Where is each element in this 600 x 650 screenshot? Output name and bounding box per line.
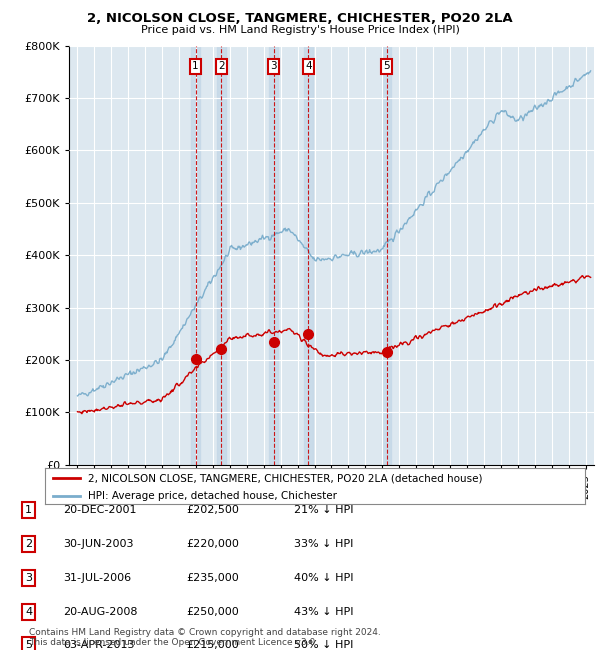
Text: 1: 1 [25, 505, 32, 515]
Text: 5: 5 [25, 640, 32, 650]
Bar [269, 46, 278, 465]
Text: £215,000: £215,000 [186, 640, 239, 650]
Text: 2: 2 [25, 539, 32, 549]
Text: 3: 3 [270, 62, 277, 72]
Text: £235,000: £235,000 [186, 573, 239, 583]
Text: 1: 1 [192, 62, 199, 72]
Text: 5: 5 [383, 62, 390, 72]
Text: £202,500: £202,500 [186, 505, 239, 515]
Text: 30-JUN-2003: 30-JUN-2003 [63, 539, 133, 549]
Text: £250,000: £250,000 [186, 606, 239, 617]
Text: 03-APR-2013: 03-APR-2013 [63, 640, 134, 650]
Text: 2, NICOLSON CLOSE, TANGMERE, CHICHESTER, PO20 2LA (detached house): 2, NICOLSON CLOSE, TANGMERE, CHICHESTER,… [88, 473, 482, 483]
Text: 20-DEC-2001: 20-DEC-2001 [63, 505, 137, 515]
Bar [304, 46, 313, 465]
Text: £220,000: £220,000 [186, 539, 239, 549]
Text: 4: 4 [305, 62, 312, 72]
Text: 2: 2 [218, 62, 225, 72]
Bar [191, 46, 200, 465]
Text: Contains HM Land Registry data © Crown copyright and database right 2024.
This d: Contains HM Land Registry data © Crown c… [29, 628, 380, 647]
Text: 50% ↓ HPI: 50% ↓ HPI [294, 640, 353, 650]
Text: HPI: Average price, detached house, Chichester: HPI: Average price, detached house, Chic… [88, 491, 337, 501]
Text: 4: 4 [25, 606, 32, 617]
Text: Price paid vs. HM Land Registry's House Price Index (HPI): Price paid vs. HM Land Registry's House … [140, 25, 460, 34]
Text: 43% ↓ HPI: 43% ↓ HPI [294, 606, 353, 617]
Text: 21% ↓ HPI: 21% ↓ HPI [294, 505, 353, 515]
Text: 20-AUG-2008: 20-AUG-2008 [63, 606, 137, 617]
Bar [217, 46, 226, 465]
Text: 2, NICOLSON CLOSE, TANGMERE, CHICHESTER, PO20 2LA: 2, NICOLSON CLOSE, TANGMERE, CHICHESTER,… [87, 12, 513, 25]
Text: 40% ↓ HPI: 40% ↓ HPI [294, 573, 353, 583]
Text: 3: 3 [25, 573, 32, 583]
Text: 31-JUL-2006: 31-JUL-2006 [63, 573, 131, 583]
Bar [382, 46, 391, 465]
Text: 33% ↓ HPI: 33% ↓ HPI [294, 539, 353, 549]
